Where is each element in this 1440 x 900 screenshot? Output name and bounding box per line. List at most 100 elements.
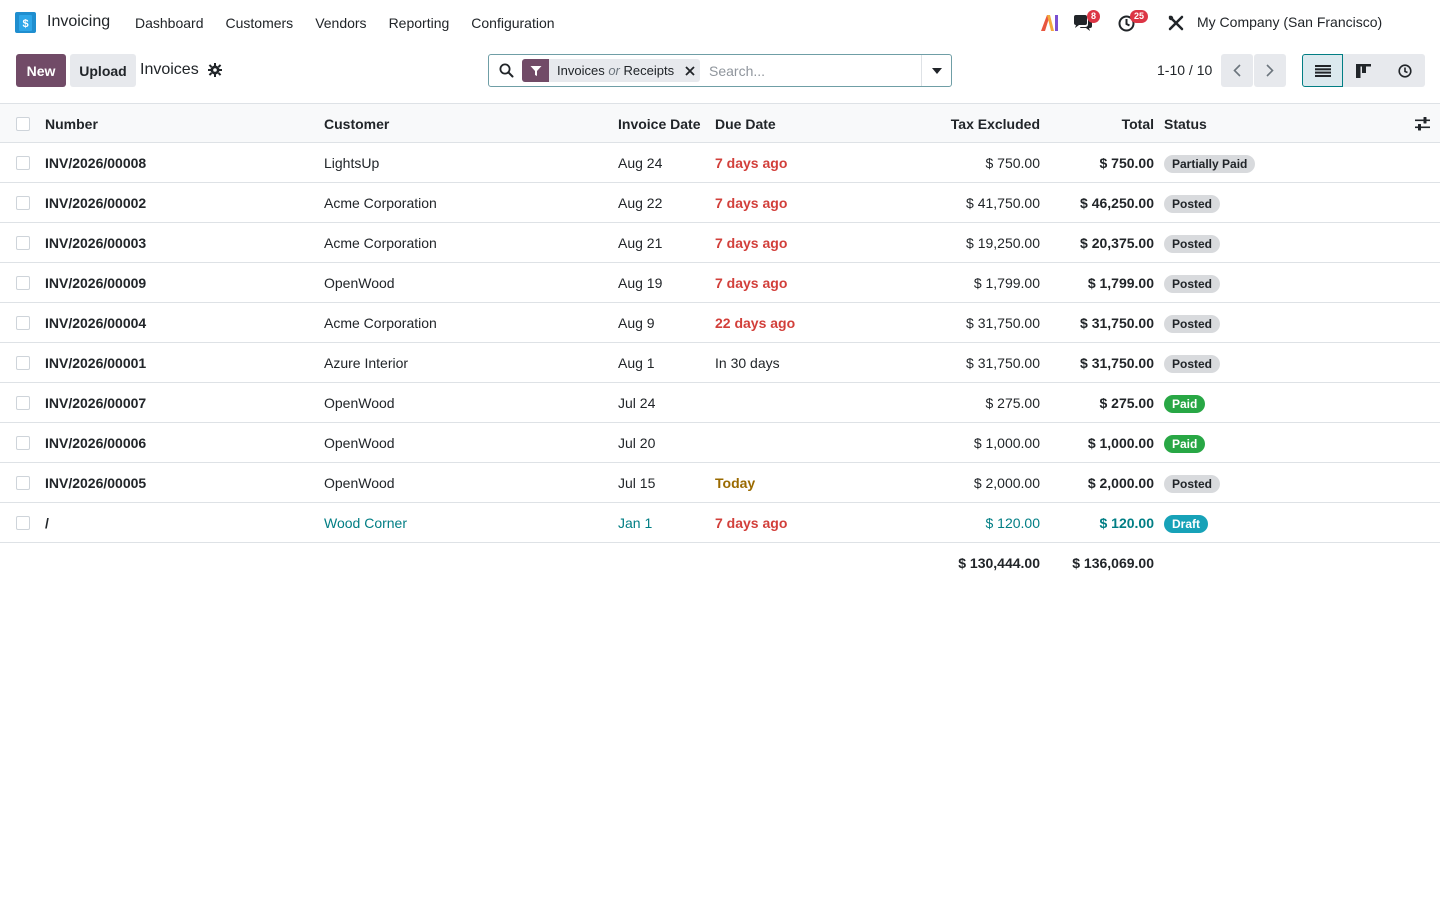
caret-down-icon (931, 67, 942, 74)
row-checkbox[interactable] (16, 436, 30, 450)
row-checkbox[interactable] (16, 516, 30, 530)
header-due-date[interactable]: Due Date (715, 116, 776, 132)
row-checkbox[interactable] (16, 396, 30, 410)
company-switcher[interactable]: My Company (San Francisco) (1197, 14, 1383, 30)
search-icon[interactable] (499, 63, 514, 78)
gear-icon[interactable] (208, 63, 222, 77)
invoice-date: Aug 21 (618, 235, 663, 251)
main-menu: Dashboard Customers Vendors Reporting Co… (124, 0, 566, 46)
status-badge: Posted (1164, 275, 1221, 294)
activities-button[interactable]: 25 (1118, 10, 1154, 33)
customer-name: OpenWood (324, 435, 395, 451)
invoicing-app-icon[interactable]: $ (15, 12, 36, 33)
close-icon (685, 65, 695, 76)
table-row[interactable]: INV/2026/00004 Acme Corporation Aug 9 22 da… (0, 303, 1440, 343)
pager-value[interactable]: 1-10 / 10 (1157, 62, 1213, 78)
facet-or-separator: or (608, 63, 620, 78)
total-amount: $ 31,750.00 (1080, 315, 1154, 331)
filter-icon (522, 59, 549, 82)
select-all-checkbox[interactable] (16, 117, 30, 131)
invoice-number: INV/2026/00003 (45, 235, 147, 251)
menu-dashboard[interactable]: Dashboard (135, 15, 204, 31)
pager-next-button[interactable] (1254, 54, 1286, 87)
upload-button[interactable]: Upload (70, 54, 136, 87)
table-row[interactable]: INV/2026/00002 Acme Corporation Aug 22 7 da… (0, 183, 1440, 223)
total-amount: $ 120.00 (1099, 515, 1155, 531)
row-checkbox[interactable] (16, 356, 30, 370)
tax-excluded-amount: $ 41,750.00 (966, 195, 1040, 211)
invoice-date: Jan 1 (618, 515, 653, 531)
filter-facet: Invoices or Receipts (522, 59, 701, 82)
invoice-number: INV/2026/00002 (45, 195, 147, 211)
invoice-date: Jul 15 (618, 475, 656, 491)
total-amount: $ 31,750.00 (1080, 355, 1154, 371)
row-checkbox[interactable] (16, 156, 30, 170)
table-row[interactable]: INV/2026/00008 LightsUp Aug 24 7 days ago $ … (0, 143, 1440, 183)
total-amount: $ 20,375.00 (1080, 235, 1154, 251)
header-tax-excluded[interactable]: Tax Excluded (950, 116, 1040, 132)
pager-previous-button[interactable] (1221, 54, 1253, 87)
table-row[interactable]: INV/2026/00006 OpenWood Jul 20 $ 1,000.00 $ … (0, 423, 1440, 463)
invoice-number: INV/2026/00004 (45, 315, 147, 331)
row-checkbox[interactable] (16, 276, 30, 290)
header-total[interactable]: Total (1121, 116, 1154, 132)
total-amount: $ 2,000.00 (1087, 475, 1154, 491)
clock-icon (1397, 63, 1412, 78)
table-row[interactable]: INV/2026/00001 Azure Interior Aug 1 In 30 d… (0, 343, 1440, 383)
view-switcher (1302, 54, 1425, 87)
invoice-date: Jul 20 (618, 435, 656, 451)
menu-configuration[interactable]: Configuration (471, 15, 555, 31)
table-row[interactable]: INV/2026/00009 OpenWood Aug 19 7 days ago $ … (0, 263, 1440, 303)
invoice-date: Aug 19 (618, 275, 663, 291)
customer-name: LightsUp (324, 155, 380, 171)
table-row[interactable]: INV/2026/00007 OpenWood Jul 24 $ 275.00 $ 27… (0, 383, 1440, 423)
app-name[interactable]: Invoicing (47, 13, 111, 30)
header-number[interactable]: Number (45, 116, 98, 132)
kanban-icon (1356, 63, 1371, 78)
row-checkbox[interactable] (16, 316, 30, 330)
status-badge: Draft (1164, 515, 1209, 534)
search-input[interactable] (709, 60, 919, 82)
tax-excluded-amount: $ 2,000.00 (973, 475, 1040, 491)
row-checkbox[interactable] (16, 196, 30, 210)
tax-excluded-amount: $ 750.00 (985, 155, 1041, 171)
menu-vendors[interactable]: Vendors (315, 15, 367, 31)
invoice-list: Number Customer Invoice Date Due Date Ta… (0, 103, 1440, 583)
row-checkbox[interactable] (16, 236, 30, 250)
tax-excluded-amount: $ 1,000.00 (973, 435, 1040, 451)
status-cell: Posted (1164, 183, 1221, 223)
customer-name: Wood Corner (324, 515, 408, 531)
activity-view-button[interactable] (1384, 54, 1425, 87)
status-badge: Posted (1164, 195, 1221, 214)
messages-count-badge: 8 (1087, 10, 1101, 23)
invoice-date: Aug 1 (618, 355, 655, 371)
due-date: In 30 days (715, 355, 780, 371)
header-status[interactable]: Status (1164, 116, 1207, 132)
status-badge: Partially Paid (1164, 155, 1256, 174)
tax-excluded-amount: $ 19,250.00 (966, 235, 1040, 251)
new-button[interactable]: New (16, 54, 66, 87)
header-invoice-date[interactable]: Invoice Date (618, 116, 701, 132)
status-cell: Posted (1164, 223, 1221, 263)
page-title: Invoices (140, 61, 199, 78)
ai-assistant-icon[interactable] (1039, 14, 1059, 32)
list-view-button[interactable] (1302, 54, 1343, 87)
table-row[interactable]: INV/2026/00003 Acme Corporation Aug 21 7 da… (0, 223, 1440, 263)
facet-remove-button[interactable] (680, 59, 700, 82)
table-row[interactable]: INV/2026/00005 OpenWood Jul 15 Today $ 2,000… (0, 463, 1440, 503)
row-checkbox[interactable] (16, 476, 30, 490)
invoice-date: Aug 24 (618, 155, 663, 171)
messages-button[interactable]: 8 (1073, 10, 1101, 33)
kanban-view-button[interactable] (1343, 54, 1384, 87)
header-customer[interactable]: Customer (324, 116, 390, 132)
filter-facet-label: Invoices or Receipts (549, 63, 680, 78)
menu-customers[interactable]: Customers (225, 15, 294, 31)
search-options-toggle[interactable] (921, 55, 951, 86)
chevron-right-icon (1266, 64, 1274, 77)
status-cell: Posted (1164, 263, 1221, 303)
customer-name: Acme Corporation (324, 195, 437, 211)
optional-columns-icon[interactable] (1415, 117, 1430, 131)
menu-reporting[interactable]: Reporting (388, 15, 450, 31)
debug-tools-icon[interactable] (1168, 15, 1184, 31)
table-row[interactable]: / Wood Corner Jan 1 7 days ago $ 120.00 $ 120… (0, 503, 1440, 543)
